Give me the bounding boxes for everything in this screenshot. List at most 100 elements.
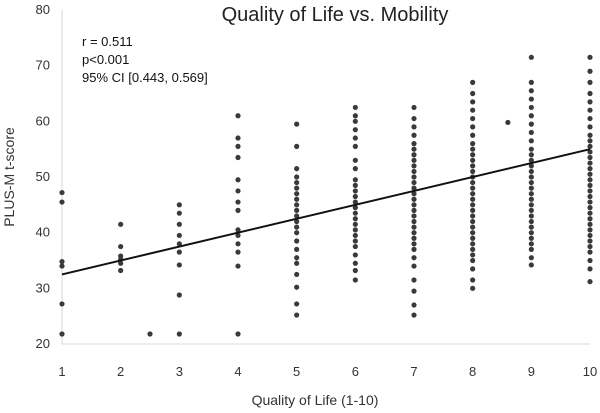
data-point bbox=[411, 302, 417, 308]
data-point bbox=[528, 202, 534, 208]
data-point bbox=[587, 188, 593, 194]
data-point bbox=[352, 260, 358, 266]
data-point bbox=[470, 99, 476, 105]
data-point bbox=[411, 235, 417, 241]
data-point bbox=[528, 138, 534, 144]
data-point bbox=[470, 168, 476, 175]
data-point bbox=[352, 232, 358, 239]
data-point bbox=[411, 179, 417, 186]
data-point bbox=[587, 238, 593, 244]
data-point bbox=[411, 218, 417, 225]
data-point bbox=[528, 241, 534, 247]
data-point bbox=[352, 143, 358, 149]
data-point bbox=[528, 168, 534, 175]
data-point bbox=[352, 210, 358, 216]
data-point bbox=[470, 115, 476, 122]
data-point bbox=[587, 216, 593, 222]
data-point bbox=[528, 224, 534, 230]
data-point bbox=[505, 119, 511, 126]
data-point bbox=[587, 199, 593, 205]
data-point bbox=[59, 263, 65, 269]
data-point bbox=[294, 230, 300, 236]
data-point bbox=[352, 221, 358, 227]
data-point bbox=[470, 257, 476, 264]
data-point bbox=[352, 205, 358, 211]
data-point bbox=[352, 227, 358, 233]
data-point bbox=[470, 266, 476, 272]
data-point bbox=[294, 202, 300, 208]
data-point bbox=[235, 154, 241, 161]
data-point bbox=[528, 96, 534, 102]
data-point bbox=[587, 193, 593, 200]
data-point bbox=[587, 115, 593, 122]
trend-line bbox=[61, 148, 591, 276]
x-tick-label: 9 bbox=[528, 364, 535, 379]
x-tick-label: 1 bbox=[58, 364, 65, 379]
data-point bbox=[587, 138, 593, 144]
data-point bbox=[587, 221, 593, 227]
data-point bbox=[587, 124, 593, 130]
data-point bbox=[235, 199, 241, 205]
data-point bbox=[118, 221, 124, 227]
data-point bbox=[470, 246, 476, 252]
stats-annotation: r = 0.511 p<0.001 95% CI [0.443, 0.569] bbox=[82, 34, 208, 85]
data-point bbox=[118, 253, 124, 259]
data-point bbox=[528, 218, 534, 225]
y-tick-label: 20 bbox=[36, 336, 50, 351]
data-point bbox=[587, 79, 593, 85]
data-point bbox=[528, 152, 534, 158]
data-point bbox=[411, 246, 417, 252]
y-tick-labels: 20 30 40 50 60 70 80 bbox=[36, 2, 50, 351]
data-point bbox=[587, 132, 593, 138]
data-point bbox=[235, 331, 241, 337]
data-point bbox=[587, 166, 593, 172]
x-tick-label: 10 bbox=[583, 364, 597, 379]
data-point bbox=[294, 284, 300, 290]
data-point bbox=[587, 107, 593, 113]
data-point bbox=[352, 113, 358, 119]
data-point bbox=[587, 68, 593, 74]
data-point bbox=[352, 193, 358, 200]
data-point bbox=[587, 279, 593, 285]
data-point bbox=[59, 259, 65, 265]
data-point bbox=[352, 188, 358, 194]
data-point bbox=[470, 107, 476, 113]
data-point bbox=[470, 277, 476, 283]
x-tick-label: 3 bbox=[176, 364, 183, 379]
data-point bbox=[352, 157, 358, 163]
data-point bbox=[235, 249, 241, 255]
data-point bbox=[587, 99, 593, 105]
data-point bbox=[352, 267, 358, 274]
data-point bbox=[411, 104, 417, 111]
data-point bbox=[411, 277, 417, 283]
data-point bbox=[294, 166, 300, 172]
data-point bbox=[411, 152, 417, 158]
data-point bbox=[411, 191, 417, 197]
data-point bbox=[587, 182, 593, 188]
data-point bbox=[587, 177, 593, 183]
data-point bbox=[294, 191, 300, 197]
data-point bbox=[470, 157, 476, 163]
data-point bbox=[411, 124, 417, 130]
data-point bbox=[587, 205, 593, 211]
data-point bbox=[176, 241, 182, 247]
data-point bbox=[294, 213, 300, 219]
data-point bbox=[528, 262, 534, 268]
data-point bbox=[176, 249, 182, 255]
data-point bbox=[235, 207, 241, 213]
data-point bbox=[587, 154, 593, 161]
data-point bbox=[176, 232, 182, 239]
data-point bbox=[470, 224, 476, 230]
data-point bbox=[176, 331, 182, 337]
y-tick-label: 40 bbox=[36, 225, 50, 240]
data-point bbox=[235, 135, 241, 141]
data-point bbox=[470, 90, 476, 97]
data-point bbox=[352, 104, 358, 111]
data-point bbox=[352, 177, 358, 183]
data-point bbox=[470, 235, 476, 241]
data-point bbox=[411, 224, 417, 230]
data-point bbox=[411, 213, 417, 219]
data-point bbox=[470, 202, 476, 208]
data-point bbox=[528, 230, 534, 236]
